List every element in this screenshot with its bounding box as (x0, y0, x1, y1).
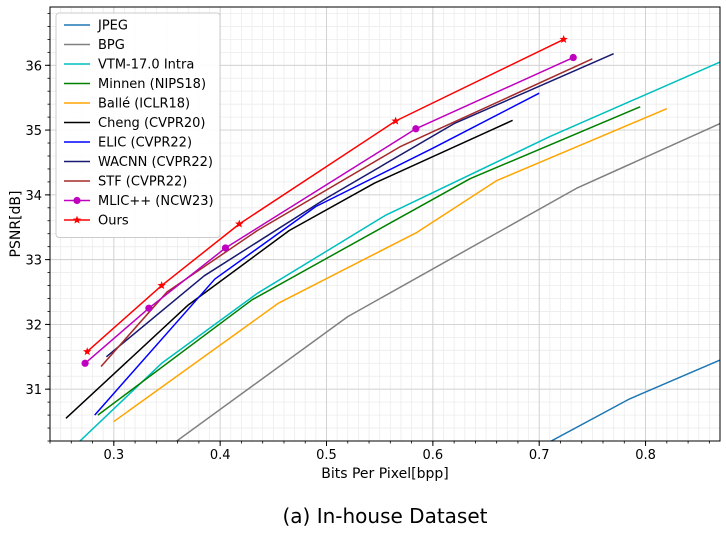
series-jpeg (549, 359, 720, 441)
series-mlic-ncw23 (81, 53, 577, 367)
legend-label-wacnn-cvpr22: WACNN (CVPR22) (98, 155, 213, 170)
legend-label-vtm-17-0-intra: VTM-17.0 Intra (98, 58, 194, 73)
series-cheng-cvpr20 (65, 119, 513, 419)
series-bpg (175, 122, 720, 441)
legend-label-mlic-ncw23: MLIC++ (NCW23) (98, 194, 214, 209)
series-line-elic-cvpr22 (94, 92, 540, 416)
data-point-ours (391, 116, 400, 125)
data-point-ours (559, 34, 568, 43)
series-vtm-17-0-intra (78, 61, 720, 441)
data-point-mlic-ncw23 (569, 53, 577, 62)
legend-label-cheng-cvpr20: Cheng (CVPR20) (98, 116, 205, 131)
x-tick-label: 0.4 (210, 448, 231, 463)
y-axis-label: PSNR[dB] (8, 191, 24, 258)
legend-label-stf-cvpr22: STF (CVPR22) (98, 175, 187, 190)
legend-label-jpeg: JPEG (97, 19, 128, 34)
series-line-jpeg (549, 359, 720, 441)
series-line-wacnn-cvpr22 (105, 52, 614, 358)
series-line-ball-iclr18 (113, 108, 668, 423)
y-tick-label: 36 (25, 59, 42, 74)
figure-caption: (a) In-house Dataset (283, 504, 488, 528)
series-line-stf-cvpr22 (100, 58, 593, 368)
plot-frame (49, 6, 721, 442)
data-point-ours (157, 281, 166, 290)
x-tick-label: 0.8 (635, 448, 656, 463)
series-elic-cvpr22 (94, 92, 540, 416)
legend-marker-ours (72, 215, 82, 224)
legend-label-elic-cvpr22: ELIC (CVPR22) (98, 136, 192, 151)
series-wacnn-cvpr22 (105, 52, 614, 358)
data-point-mlic-ncw23 (221, 244, 230, 252)
legend: JPEG BPG VTM-17.0 Intra Minnen (NIPS18) Ball… (55, 12, 221, 238)
data-point-ours (83, 347, 92, 356)
data-point-mlic-ncw23 (145, 304, 153, 312)
series-ours (83, 34, 568, 356)
y-tick-label: 32 (25, 318, 42, 333)
data-point-mlic-ncw23 (412, 125, 420, 133)
legend-label-bpg: BPG (98, 38, 125, 53)
legend-label-ball-iclr18: Ballé (ICLR18) (98, 97, 190, 112)
data-point-ours (235, 219, 244, 228)
major-grid (50, 7, 720, 441)
series-ball-iclr18 (113, 108, 668, 423)
legend-label-minnen-nips18: Minnen (NIPS18) (98, 77, 206, 92)
x-axis-label: Bits Per Pixel[bpp] (321, 466, 448, 482)
y-tick-label: 34 (25, 189, 42, 204)
series-line-minnen-nips18 (97, 106, 641, 416)
legend-box (55, 12, 221, 238)
series-line-bpg (175, 122, 720, 441)
x-tick-label: 0.7 (529, 448, 550, 463)
x-tick-label: 0.3 (103, 448, 124, 463)
y-tick-label: 31 (25, 383, 42, 398)
x-tick-label: 0.5 (316, 448, 337, 463)
series-line-vtm-17-0-intra (78, 61, 720, 441)
y-tick-label: 33 (25, 254, 42, 269)
series-line-cheng-cvpr20 (65, 119, 513, 419)
x-tick-label: 0.6 (423, 448, 444, 463)
axis-ticks: 0.3 0.4 0.5 0.6 0.7 0.8 31 32 33 34 35 36 (25, 13, 710, 463)
data-point-mlic-ncw23 (81, 359, 89, 367)
legend-marker-mlic-ncw23 (73, 196, 81, 205)
series-stf-cvpr22 (100, 58, 593, 368)
series-minnen-nips18 (97, 106, 641, 416)
y-tick-label: 35 (25, 124, 42, 139)
plot-lines (65, 34, 720, 441)
legend-label-ours: Ours (98, 214, 129, 229)
